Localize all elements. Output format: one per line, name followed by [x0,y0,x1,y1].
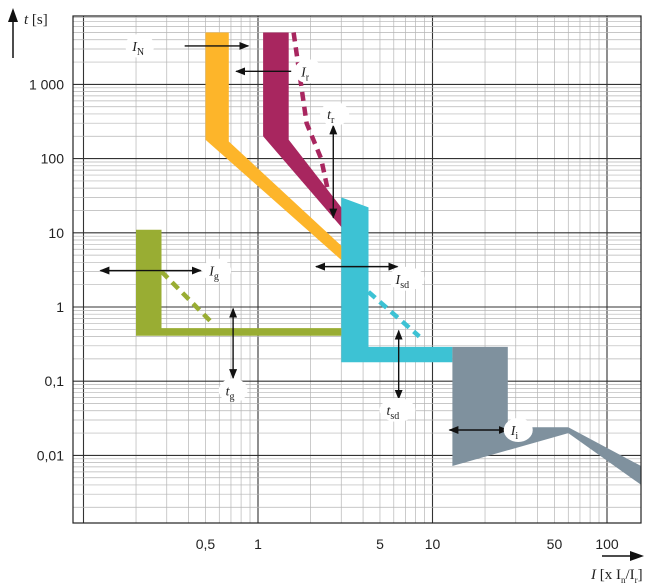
x-tick-label: 0,5 [196,536,216,552]
annotation-i-N: IN [125,33,155,58]
band-i-i [452,346,641,485]
annotation-main: I [510,424,517,439]
annotation-sub: sd [390,411,399,422]
band-i-sd [341,197,453,363]
x-axis-label-end: ] [638,567,643,583]
annotation-main: I [131,40,138,55]
annotation-main: I [300,65,307,80]
y-tick-label: 1 000 [29,76,64,92]
annotation-bg [218,378,248,403]
y-tick-label: 0,1 [45,373,65,389]
annotation-sub: sd [400,280,409,291]
dashed-curves [159,32,421,339]
y-axis-label: t [s] [24,12,48,28]
dashed-curve [159,270,215,326]
y-tick-label: 10 [48,225,64,241]
plot-frame [72,15,642,524]
x-axis-label-sub2: r [635,575,638,585]
x-tick-label: 5 [376,536,384,552]
x-axis-label-main: [x I [596,567,621,583]
annotation-i-i: Ii [503,417,533,442]
annotation-bg [294,59,324,84]
annotation-sub: g [214,272,219,283]
annotation-text: Ir [300,65,310,83]
band-i-g [136,229,342,336]
annotation-sub: r [331,115,335,126]
x-axis-arrowhead [630,551,644,561]
annotation-sub: i [515,431,518,442]
annotation-text: Ig [208,265,219,283]
annotation-i-sd: Isd [388,266,425,291]
annotation-main: t [327,108,332,123]
tick-labels: 0,5 1 5 10 50 100 1 000 100 10 1 0,1 0,01 [29,76,619,552]
annotation-bg [202,258,232,283]
annotation-bg [388,266,425,291]
arrows [99,41,509,434]
y-tick-label: 1 [56,299,64,315]
y-tick-label: 100 [41,151,65,167]
y-axis-label-var: t [24,12,29,28]
x-tick-label: 10 [425,536,441,552]
annotation-text: Isd [395,273,410,291]
annotation-t-sd: tsd [379,397,416,422]
x-tick-label: 100 [595,536,619,552]
annotation-text: tsd [386,404,399,422]
x-axis-label-sep: /I [626,567,635,583]
trip-bands [136,32,641,485]
annotation-bg [379,397,416,422]
annotation-bg [320,101,350,126]
annotation-t-g: tg [218,378,248,403]
annotation-text: tg [226,384,235,402]
annotation-i-r: Ir [294,59,324,84]
annotation-text: tr [327,108,335,126]
y-axis-arrowhead [8,8,18,22]
dashed-curve [367,290,421,339]
axes: t [s]I [x In/Ir] [8,8,644,585]
x-tick-label: 50 [547,536,563,552]
annotation-t-r: tr [320,101,350,126]
band-i-n [205,32,360,266]
x-axis-label: I [x In/Ir] [590,567,643,585]
y-tick-label: 0,01 [37,447,64,463]
band-i-r [263,32,344,230]
x-axis-label-var: I [590,567,597,583]
x-axis-label-sub1: n [621,575,626,585]
y-axis-label-unit: [s] [28,12,48,28]
annotation-bg [125,33,155,58]
annotation-main: t [386,404,391,419]
annotation-main: I [208,265,215,280]
annotation-sub: g [229,391,234,402]
annotation-bg [503,417,533,442]
x-tick-label: 1 [254,536,262,552]
annotation-main: I [395,273,402,288]
annotation-text: Ii [510,424,519,442]
annotation-sub: r [306,72,310,83]
annotation-text: IN [131,40,144,58]
annotation-main: t [226,384,231,399]
annotation-sub: N [137,47,144,58]
annotation-i-g: Ig [202,258,232,283]
